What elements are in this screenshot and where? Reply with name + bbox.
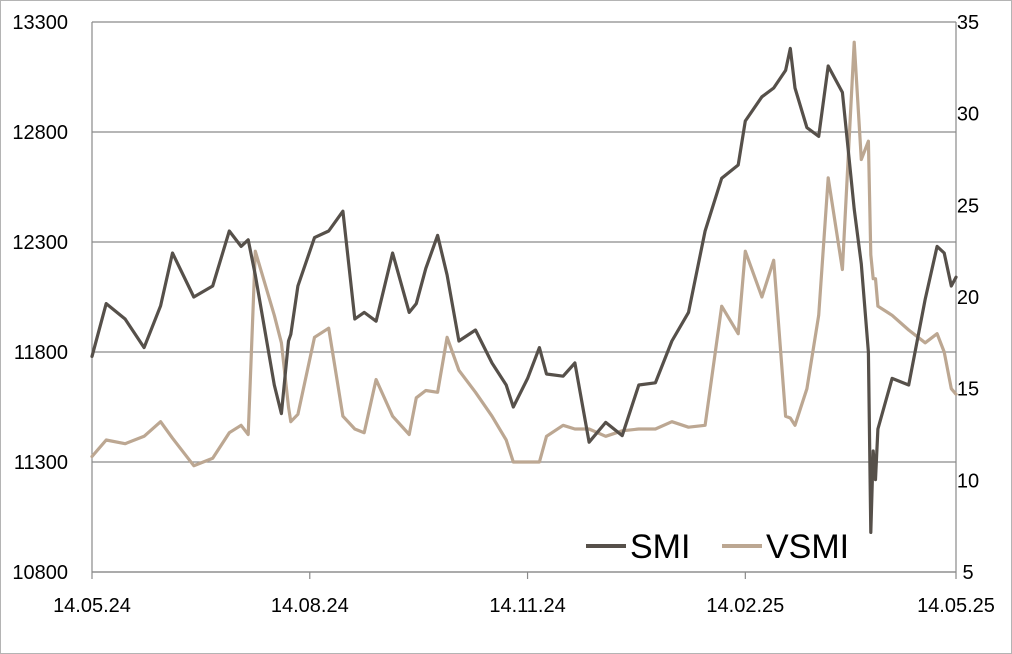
y-left-tick-label: 13300 [12,12,68,34]
y-right-tick-label: 5 [962,562,973,584]
x-tick-label: 14.02.25 [706,595,784,617]
x-tick-label: 14.05.25 [917,595,995,617]
legend-label-vsmi: VSMI [766,528,849,566]
y-left-tick-label: 12300 [12,232,68,254]
x-tick-label: 14.08.24 [271,595,349,617]
legend-label-smi: SMI [630,528,690,566]
x-tick-label: 14.05.24 [53,595,131,617]
y-right-tick-label: 15 [957,379,979,401]
horizontal-gridlines [92,21,956,573]
y-left-tick-label: 10800 [12,562,68,584]
series-line-vsmi [90,40,958,468]
x-tick-label: 14.11.24 [489,595,565,617]
series-line-smi [90,46,958,535]
legend: SMI VSMI [586,528,849,566]
series-lines [90,40,958,535]
y-left-tick-label: 11300 [14,452,68,474]
y-right-tick-label: 10 [957,470,979,492]
y-right-tick-label: 35 [957,12,979,34]
y-right-tick-label: 30 [957,104,979,126]
y-left-tick-label: 11800 [14,342,68,364]
y-left-tick-label: 12800 [12,122,68,144]
y-right-tick-label: 20 [957,287,979,309]
y-right-tick-label: 25 [957,195,979,217]
